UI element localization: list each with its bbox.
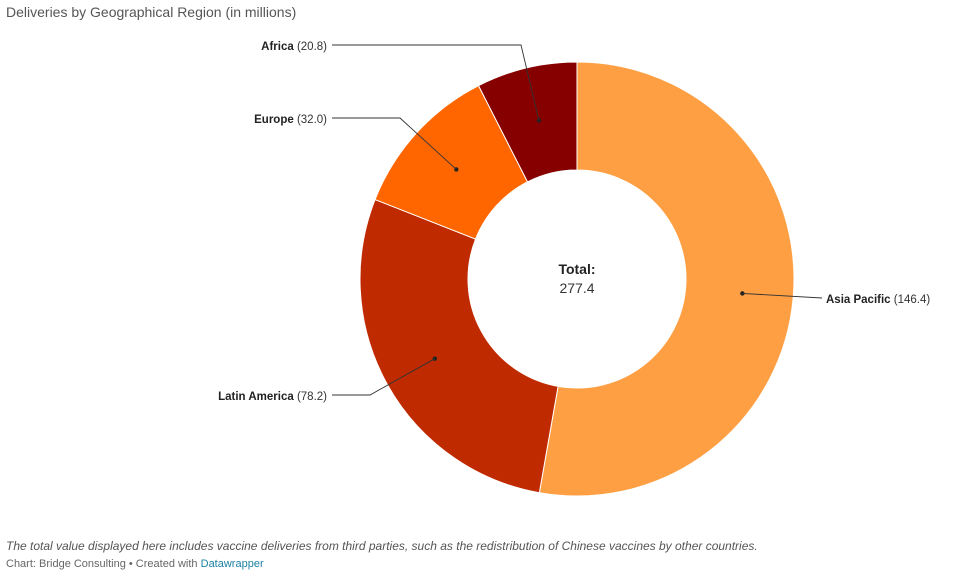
slice-label-value: (20.8) [294, 41, 327, 53]
slice-label-name: Latin America [218, 391, 294, 403]
leader-dot-africa [536, 118, 542, 123]
slice-label-africa: Africa (20.8) [261, 41, 327, 53]
slice-label-name: Europe [254, 114, 294, 126]
chart-footnote: The total value displayed here includes … [6, 539, 758, 553]
leader-line-asia-pacific [742, 293, 823, 299]
chart-credit: Chart: Bridge Consulting • Created with … [6, 557, 264, 571]
leader-lines-group [332, 44, 823, 396]
slice-label-name: Asia Pacific [826, 294, 891, 306]
slice-label-latin-america: Latin America (78.2) [218, 391, 327, 403]
leader-line-africa [332, 44, 540, 121]
slice-asia-pacific [538, 61, 795, 497]
slice-label-name: Africa [261, 41, 294, 53]
labels-group: Asia Pacific (146.4) Latin America (78.2)… [218, 41, 930, 403]
slice-label-asia-pacific: Asia Pacific (146.4) [826, 294, 930, 306]
slice-label-value: (78.2) [294, 391, 327, 403]
slice-label-value: (146.4) [891, 294, 931, 306]
chart-title: Deliveries by Geographical Region (in mi… [6, 4, 297, 20]
leader-line-latin-america [332, 358, 436, 396]
slice-latin-america [359, 198, 559, 494]
slice-label-value: (32.0) [294, 114, 327, 126]
credit-text: Chart: Bridge Consulting • Created with [6, 558, 201, 570]
center-total-value: 277.4 [559, 280, 594, 296]
slice-label-europe: Europe (32.0) [254, 114, 327, 126]
center-total-label: Total: [558, 261, 595, 277]
slices-group [359, 61, 795, 497]
leader-line-europe [332, 117, 457, 170]
datawrapper-link[interactable]: Datawrapper [200, 558, 264, 570]
slice-africa [477, 61, 578, 183]
